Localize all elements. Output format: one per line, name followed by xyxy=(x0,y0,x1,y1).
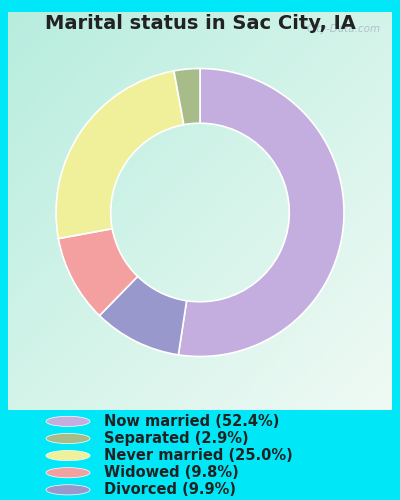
Text: Now married (52.4%): Now married (52.4%) xyxy=(104,414,279,429)
Text: Divorced (9.9%): Divorced (9.9%) xyxy=(104,482,236,498)
Wedge shape xyxy=(56,71,184,238)
Text: Marital status in Sac City, IA: Marital status in Sac City, IA xyxy=(44,14,356,33)
Wedge shape xyxy=(100,276,186,355)
Circle shape xyxy=(46,450,90,460)
Wedge shape xyxy=(174,68,200,124)
Circle shape xyxy=(46,468,90,478)
Text: Never married (25.0%): Never married (25.0%) xyxy=(104,448,293,463)
Circle shape xyxy=(46,484,90,495)
Circle shape xyxy=(46,434,90,444)
Text: Separated (2.9%): Separated (2.9%) xyxy=(104,431,249,446)
Text: City-Data.com: City-Data.com xyxy=(306,24,380,34)
Text: Widowed (9.8%): Widowed (9.8%) xyxy=(104,465,239,480)
Circle shape xyxy=(46,416,90,426)
Wedge shape xyxy=(178,68,344,356)
Wedge shape xyxy=(58,228,138,316)
